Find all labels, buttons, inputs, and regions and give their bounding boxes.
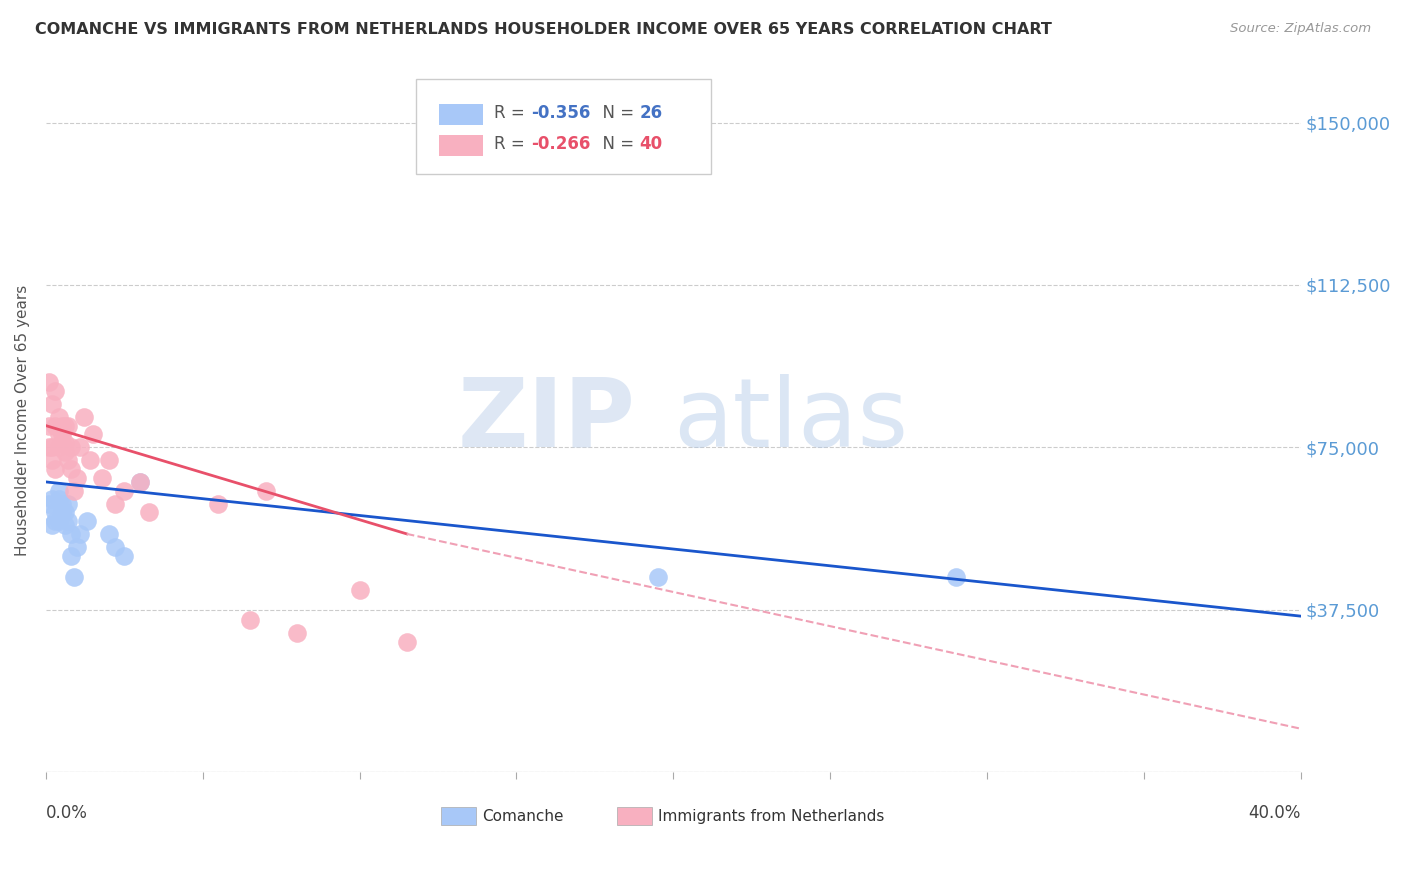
Text: -0.356: -0.356 <box>531 103 591 122</box>
Point <box>53 518 76 533</box>
Point <box>44 384 66 398</box>
Point <box>129 475 152 489</box>
Point <box>69 527 91 541</box>
Point <box>82 427 104 442</box>
Point <box>72 409 94 424</box>
Point <box>38 440 60 454</box>
Text: atlas: atlas <box>673 374 908 467</box>
Point <box>44 505 66 519</box>
Text: 26: 26 <box>640 103 662 122</box>
Point <box>395 635 418 649</box>
Point <box>647 570 669 584</box>
Point <box>56 497 79 511</box>
Point <box>53 444 76 458</box>
Point <box>138 505 160 519</box>
Point <box>53 505 76 519</box>
Point <box>60 549 83 563</box>
Point <box>112 549 135 563</box>
FancyBboxPatch shape <box>439 136 482 156</box>
Text: ZIP: ZIP <box>458 374 636 467</box>
FancyBboxPatch shape <box>439 103 482 125</box>
Point <box>60 462 83 476</box>
Text: N =: N = <box>592 103 640 122</box>
Point <box>56 453 79 467</box>
Point <box>254 483 277 498</box>
Point <box>41 518 63 533</box>
Point <box>239 614 262 628</box>
Point <box>51 427 73 442</box>
Point <box>51 497 73 511</box>
Y-axis label: Householder Income Over 65 years: Householder Income Over 65 years <box>15 285 30 556</box>
Point <box>41 453 63 467</box>
Point <box>97 453 120 467</box>
Point <box>56 418 79 433</box>
Text: Immigrants from Netherlands: Immigrants from Netherlands <box>658 809 884 824</box>
Point <box>48 427 70 442</box>
Point <box>129 475 152 489</box>
Point <box>48 483 70 498</box>
Point <box>53 418 76 433</box>
Point <box>48 514 70 528</box>
Text: 40.0%: 40.0% <box>1249 804 1301 822</box>
Text: N =: N = <box>592 136 640 153</box>
Point <box>60 527 83 541</box>
Point <box>349 583 371 598</box>
Point <box>38 418 60 433</box>
Point <box>69 440 91 454</box>
Point <box>112 483 135 498</box>
Point <box>207 497 229 511</box>
Point <box>48 440 70 454</box>
Point <box>76 514 98 528</box>
Point <box>44 462 66 476</box>
Point <box>44 514 66 528</box>
Point <box>104 497 127 511</box>
Point <box>66 540 89 554</box>
Point <box>60 440 83 454</box>
Point <box>41 440 63 454</box>
Point <box>79 453 101 467</box>
Text: Comanche: Comanche <box>482 809 564 824</box>
Point <box>51 418 73 433</box>
FancyBboxPatch shape <box>617 807 652 825</box>
Text: -0.266: -0.266 <box>531 136 591 153</box>
Point <box>104 540 127 554</box>
Point <box>63 483 86 498</box>
Point <box>41 397 63 411</box>
Text: R =: R = <box>494 136 530 153</box>
Point <box>38 497 60 511</box>
Point <box>97 527 120 541</box>
Point <box>38 376 60 390</box>
Point <box>51 436 73 450</box>
Point <box>945 570 967 584</box>
Point <box>44 418 66 433</box>
Point <box>56 514 79 528</box>
Point <box>48 492 70 507</box>
Point <box>91 470 114 484</box>
FancyBboxPatch shape <box>441 807 477 825</box>
Point <box>51 505 73 519</box>
Text: R =: R = <box>494 103 530 122</box>
Point <box>63 570 86 584</box>
Point <box>48 409 70 424</box>
Text: 0.0%: 0.0% <box>46 804 87 822</box>
Point <box>53 436 76 450</box>
Text: COMANCHE VS IMMIGRANTS FROM NETHERLANDS HOUSEHOLDER INCOME OVER 65 YEARS CORRELA: COMANCHE VS IMMIGRANTS FROM NETHERLANDS … <box>35 22 1052 37</box>
Text: 40: 40 <box>640 136 662 153</box>
Text: Source: ZipAtlas.com: Source: ZipAtlas.com <box>1230 22 1371 36</box>
FancyBboxPatch shape <box>416 79 711 174</box>
Point <box>285 626 308 640</box>
Point <box>41 492 63 507</box>
Point <box>66 470 89 484</box>
